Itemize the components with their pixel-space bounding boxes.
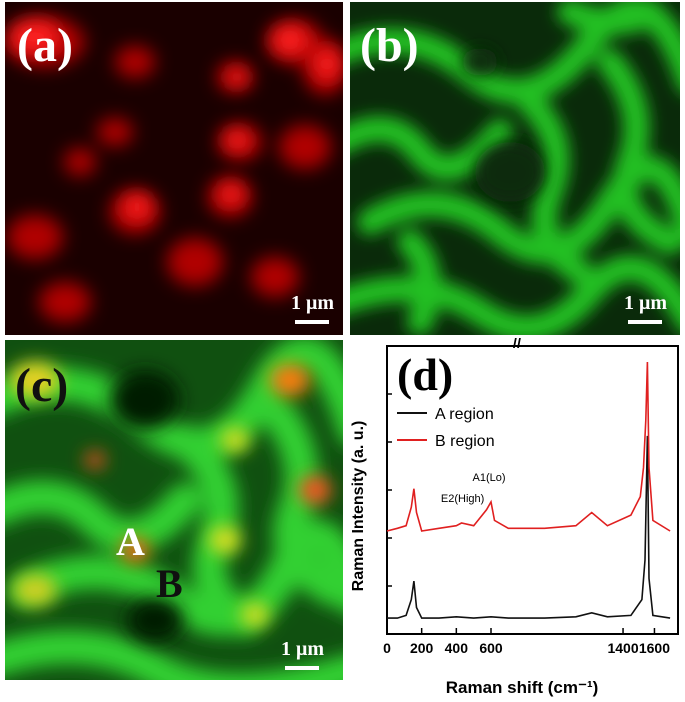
chart-annotations: E2(High) A1(Lo) [441,472,506,505]
red-channel-map [5,2,343,335]
scale-bar-b: 1 μm [620,292,680,332]
panel-c: (c) A B 1 μm [5,340,343,680]
annotation-e2-high: E2(High) [441,493,484,505]
chart-series [386,361,671,619]
chart-legend: A region B region [397,406,495,450]
x-tick-label: 200 [410,640,434,656]
region-marker-a: A [116,519,145,564]
x-axis-label: Raman shift (cm⁻¹) [446,678,599,697]
scale-label-a: 1 μm [291,292,334,314]
x-tick-label: 1400 [607,640,638,656]
scale-label-c: 1 μm [281,638,324,660]
legend-label: B region [435,433,495,450]
panel-label-c: (c) [15,359,69,412]
panel-d: 0 200 400 600 1400 1600 Raman Intensity (a. u… [345,338,685,702]
panel-label-d: (d) [397,349,453,400]
scale-line-c [285,666,319,670]
panel-label-a: (a) [17,19,73,72]
panel-a: (a) 1 μm [5,2,343,335]
scale-line-a [295,320,329,324]
chart-axes [386,345,679,635]
scale-line-b [628,320,662,324]
panel-label-b: (b) [360,19,419,72]
series-line-b-region [386,361,671,532]
series-line-a-region [387,435,671,619]
x-tick-label: 400 [445,640,469,656]
scale-bar-c: 1 μm [277,638,339,678]
scale-label-b: 1 μm [624,292,667,314]
raman-chart: 0 200 400 600 1400 1600 Raman Intensity (a. u… [350,338,679,697]
legend-label: A region [435,406,494,423]
axis-break-mark: // [513,338,522,352]
x-tick-label: 600 [479,640,503,656]
x-tick-label: 1600 [639,640,670,656]
scale-bar-a: 1 μm [287,292,343,332]
panel-b: (b) 1 μm [350,2,680,335]
x-tick-label: 0 [383,640,391,656]
region-marker-b: B [156,561,183,606]
green-channel-map [350,2,680,335]
annotation-a1-lo: A1(Lo) [472,472,505,484]
y-axis-label: Raman Intensity (a. u.) [350,421,367,592]
overlay-map [5,340,343,680]
chart-tick-labels: 0 200 400 600 1400 1600 [383,640,670,656]
